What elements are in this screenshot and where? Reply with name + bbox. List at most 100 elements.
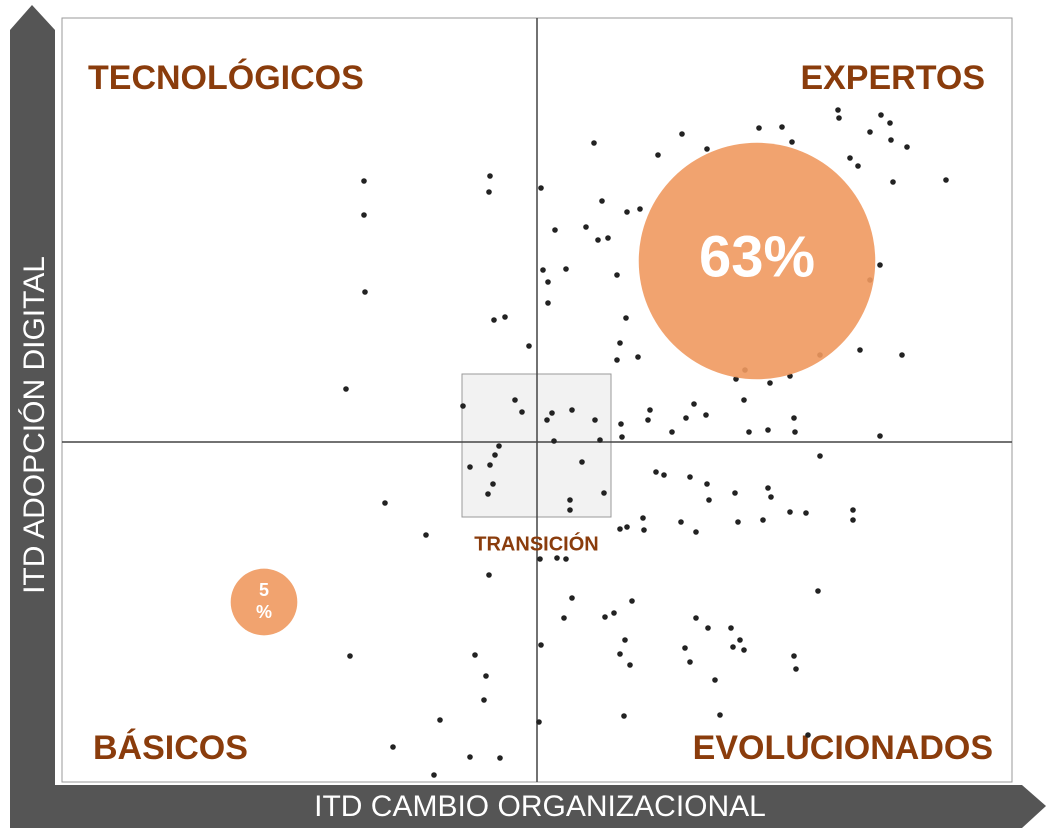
point [627,662,633,668]
point [563,266,569,272]
point [728,625,734,631]
point [624,209,630,215]
point [502,314,508,320]
point [653,469,659,475]
point [857,347,863,353]
point [645,417,651,423]
point [730,644,736,650]
point [601,490,607,496]
quadrant-label: TECNOLÓGICOS [88,59,364,97]
point [583,224,589,230]
point [803,510,809,516]
point [362,289,368,295]
point [888,137,894,143]
point [805,732,811,738]
point [602,614,608,620]
point [850,517,856,523]
point [617,651,623,657]
point [617,526,623,532]
point [712,677,718,683]
point [717,712,723,718]
point [760,517,766,523]
point [491,317,497,323]
point [467,464,473,470]
point [687,659,693,665]
point [655,152,661,158]
point [592,417,598,423]
point [693,529,699,535]
x-axis-label: ITD CAMBIO ORGANIZACIONAL [314,790,766,823]
point [595,237,601,243]
point [567,497,573,503]
x-axis-arrow [10,785,1046,828]
point [741,397,747,403]
point [481,697,487,703]
point [554,555,560,561]
point [618,421,624,427]
point [693,615,699,621]
bubble [638,142,876,380]
bubble-label: 63% [699,224,815,289]
point [552,227,558,233]
point [597,437,603,443]
point [390,744,396,750]
point [605,235,611,241]
point [768,494,774,500]
point [767,380,773,386]
point [647,407,653,413]
point [486,189,492,195]
point [835,107,841,113]
point [850,507,856,513]
point [899,352,905,358]
point [877,433,883,439]
quadrant-label: EXPERTOS [800,59,985,97]
point [641,527,647,533]
point [617,340,623,346]
point [629,598,635,604]
point [704,481,710,487]
point [347,653,353,659]
point [890,179,896,185]
point [661,472,667,478]
point [703,412,709,418]
point [635,354,641,360]
point [486,572,492,578]
point [563,556,569,562]
point [538,642,544,648]
point [538,185,544,191]
point [591,140,597,146]
quadrant-label: BÁSICOS [93,729,248,767]
point [614,357,620,363]
point [431,772,437,778]
point [537,556,543,562]
point [789,139,795,145]
point [526,343,532,349]
point [791,415,797,421]
point [765,427,771,433]
point [815,588,821,594]
point [343,386,349,392]
point [467,754,473,760]
point [817,453,823,459]
point [637,206,643,212]
point [599,198,605,204]
point [678,519,684,525]
point [622,637,628,643]
transition-label: TRANSICIÓN [474,531,598,555]
point [732,490,738,496]
point [746,429,752,435]
point [706,497,712,503]
point [485,491,491,497]
point [561,615,567,621]
point [847,155,853,161]
point [497,755,503,761]
point [624,524,630,530]
point [611,610,617,616]
point [640,515,646,521]
bubble [230,568,298,636]
point [487,173,493,179]
point [472,652,478,658]
point [496,443,502,449]
